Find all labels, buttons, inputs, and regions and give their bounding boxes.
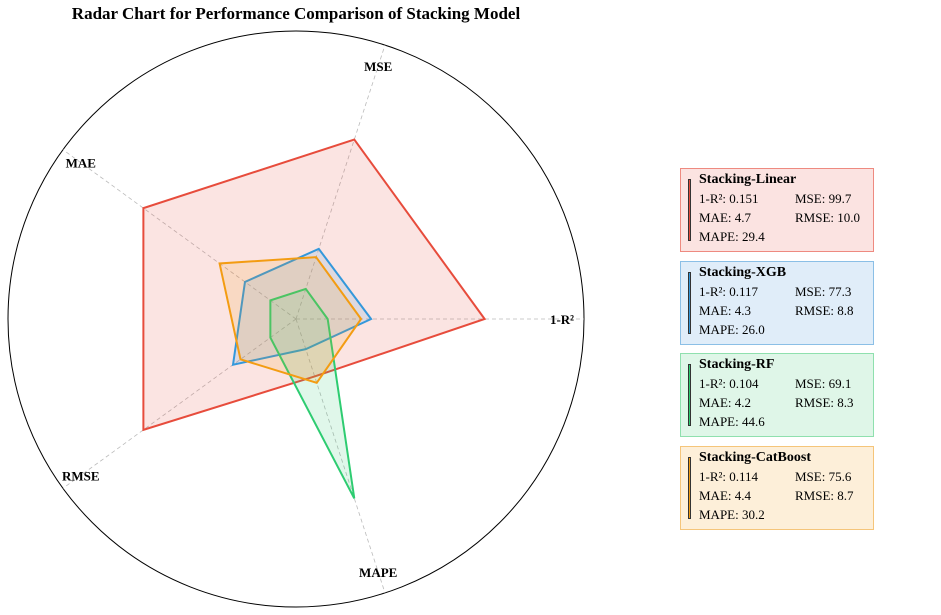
axis-line: [62, 318, 297, 489]
legend-color-bar: [688, 179, 691, 241]
series-polygon-stacking-catboost: [218, 256, 363, 385]
metric-mse: MSE: 99.7: [795, 191, 852, 206]
metric-r2: 1-R²: 0.117: [699, 284, 759, 299]
series-polygon-stacking-rf: [269, 287, 356, 499]
legend-color-bar: [688, 364, 691, 426]
legend-name: Stacking-XGB: [699, 265, 787, 280]
metric-rmse: RMSE: 10.0: [795, 210, 861, 225]
axis-line: [295, 318, 386, 594]
metric-rmse: RMSE: 8.7: [795, 488, 854, 503]
metric-mse: MSE: 69.1: [795, 376, 852, 391]
radar-chart: 1-R² MSE MAE RMSE MAPE: [7, 30, 585, 608]
metric-mae: MAE: 4.7: [699, 210, 751, 225]
axis-label: RMSE: [62, 468, 100, 483]
legend-color-bar: [688, 457, 691, 519]
chart-title: Radar Chart for Performance Comparison o…: [71, 4, 521, 23]
legend-color-bar: [688, 272, 691, 334]
metric-r2: 1-R²: 0.114: [699, 469, 759, 484]
metric-r2: 1-R²: 0.151: [699, 191, 759, 206]
legend-stacking-catboost: Stacking-CatBoost 1-R²: 0.114 MSE: 75.6 …: [680, 446, 874, 530]
metric-mae: MAE: 4.4: [699, 488, 751, 503]
axis-label: 1-R²: [550, 312, 574, 327]
metric-mape: MAPE: 30.2: [699, 507, 765, 522]
series-polygon-stacking-linear: [142, 138, 487, 432]
legend-name: Stacking-CatBoost: [699, 450, 812, 465]
metric-mape: MAPE: 29.4: [699, 229, 765, 244]
legend-stacking-xgb: Stacking-XGB 1-R²: 0.117 MSE: 77.3 MAE: …: [680, 261, 874, 345]
metric-r2: 1-R²: 0.104: [699, 376, 759, 391]
metric-mape: MAPE: 44.6: [699, 414, 765, 429]
axis-line: [62, 149, 297, 320]
legend-name: Stacking-Linear: [699, 172, 797, 187]
series-polygon-stacking-xgb: [231, 247, 373, 367]
metric-rmse: RMSE: 8.3: [795, 395, 854, 410]
legend-stacking-linear: Stacking-Linear 1-R²: 0.151 MSE: 99.7 MA…: [680, 168, 874, 252]
legend-stacking-rf: Stacking-RF 1-R²: 0.104 MSE: 69.1 MAE: 4…: [680, 353, 874, 437]
axis-line: [295, 44, 386, 320]
metric-mse: MSE: 75.6: [795, 469, 852, 484]
metric-mae: MAE: 4.3: [699, 303, 751, 318]
metric-mae: MAE: 4.2: [699, 395, 751, 410]
metric-mse: MSE: 77.3: [795, 284, 852, 299]
legend-name: Stacking-RF: [699, 357, 775, 372]
metric-rmse: RMSE: 8.8: [795, 303, 854, 318]
axis-label: MAE: [66, 156, 96, 171]
metric-mape: MAPE: 26.0: [699, 322, 765, 337]
axis-label: MAPE: [359, 565, 397, 580]
axis-label: MSE: [364, 59, 392, 74]
